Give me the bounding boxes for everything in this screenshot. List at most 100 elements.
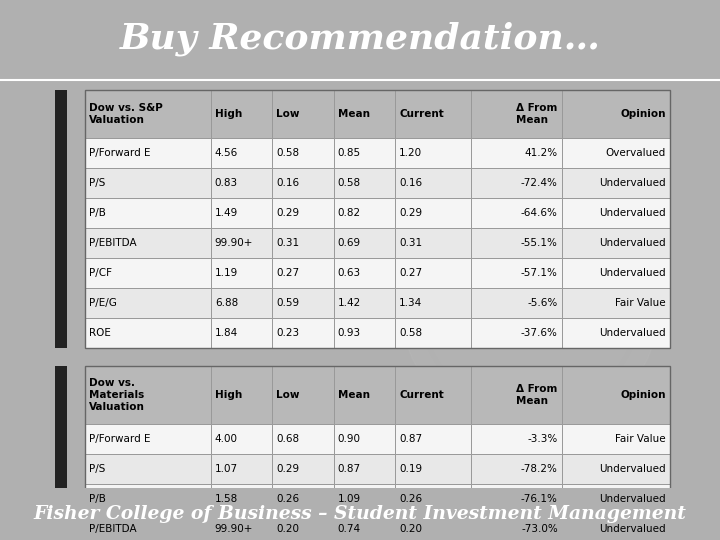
Text: 0.16: 0.16 [399, 178, 422, 188]
Bar [471, 424, 562, 454]
Text: Undervalued: Undervalued [599, 328, 666, 338]
Bar [85, 198, 211, 228]
Bar [471, 90, 562, 138]
Text: -73.0%: -73.0% [521, 524, 558, 534]
Bar [333, 424, 395, 454]
Text: 0.90: 0.90 [338, 434, 361, 444]
Bar [471, 484, 562, 514]
Text: Opinion: Opinion [621, 390, 666, 400]
Text: 1.84: 1.84 [215, 328, 238, 338]
Bar [333, 484, 395, 514]
Text: -37.6%: -37.6% [521, 328, 558, 338]
Text: 0.58: 0.58 [399, 328, 422, 338]
Text: 1.49: 1.49 [215, 208, 238, 218]
Text: Dow vs.
Materials
Valuation: Dow vs. Materials Valuation [89, 377, 145, 413]
Text: Δ From
Mean: Δ From Mean [516, 384, 558, 406]
Bar [211, 454, 272, 484]
Text: Mean: Mean [338, 109, 369, 119]
Bar [395, 288, 471, 318]
Bar [562, 228, 670, 258]
Bar [85, 258, 211, 288]
Text: 0.59: 0.59 [276, 298, 300, 308]
Bar [471, 168, 562, 198]
Text: 0.16: 0.16 [276, 178, 300, 188]
Text: 0.20: 0.20 [276, 524, 300, 534]
Bar [471, 228, 562, 258]
Text: Δ From
Mean: Δ From Mean [516, 103, 558, 125]
Text: -5.6%: -5.6% [528, 298, 558, 308]
Bar [211, 484, 272, 514]
Bar [211, 288, 272, 318]
Bar [85, 424, 211, 454]
Text: 99.90+: 99.90+ [215, 238, 253, 248]
Bar [395, 424, 471, 454]
Text: -57.1%: -57.1% [521, 268, 558, 278]
Bar [85, 366, 211, 424]
Bar [272, 484, 333, 514]
Text: -64.6%: -64.6% [521, 208, 558, 218]
Bar [211, 138, 272, 168]
Bar [333, 228, 395, 258]
Bar [85, 90, 211, 138]
Bar [211, 168, 272, 198]
Bar [562, 424, 670, 454]
Text: 0.69: 0.69 [338, 238, 361, 248]
Text: 0.23: 0.23 [276, 328, 300, 338]
Text: P/EBITDA: P/EBITDA [89, 238, 137, 248]
Bar [211, 318, 272, 348]
Bar [471, 258, 562, 288]
Bar [272, 258, 333, 288]
Text: Fair Value: Fair Value [616, 298, 666, 308]
Text: 1.19: 1.19 [215, 268, 238, 278]
Bar [562, 454, 670, 484]
Bar [562, 90, 670, 138]
Text: 0.27: 0.27 [399, 268, 422, 278]
Bar [395, 258, 471, 288]
Text: P/Forward E: P/Forward E [89, 148, 150, 158]
Bar [272, 90, 333, 138]
Text: 0.31: 0.31 [276, 238, 300, 248]
Bar [85, 366, 670, 540]
Bar [471, 454, 562, 484]
Bar [272, 228, 333, 258]
Bar [562, 288, 670, 318]
Text: 6.88: 6.88 [215, 298, 238, 308]
Text: Current: Current [399, 109, 444, 119]
Bar [211, 514, 272, 540]
Text: Opinion: Opinion [621, 109, 666, 119]
Text: 1.09: 1.09 [338, 494, 361, 504]
Text: 4.56: 4.56 [215, 148, 238, 158]
Text: 0.82: 0.82 [338, 208, 361, 218]
Text: -78.2%: -78.2% [521, 464, 558, 474]
Bar [85, 168, 211, 198]
Text: Undervalued: Undervalued [599, 238, 666, 248]
Text: 0.26: 0.26 [399, 494, 422, 504]
Circle shape [400, 173, 660, 433]
Bar [55, 90, 67, 348]
Bar [211, 90, 272, 138]
Text: Overvalued: Overvalued [606, 148, 666, 158]
Bar [333, 138, 395, 168]
Text: -55.1%: -55.1% [521, 238, 558, 248]
Text: Fisher College of Business – Student Investment Management: Fisher College of Business – Student Inv… [34, 505, 686, 523]
Bar [395, 484, 471, 514]
Text: Undervalued: Undervalued [599, 178, 666, 188]
Bar [85, 318, 211, 348]
Bar [562, 366, 670, 424]
Bar [333, 258, 395, 288]
Bar [85, 288, 211, 318]
Text: Current: Current [399, 390, 444, 400]
Bar [85, 138, 211, 168]
Bar [272, 366, 333, 424]
Text: Low: Low [276, 109, 300, 119]
Bar [471, 198, 562, 228]
Text: 0.29: 0.29 [399, 208, 422, 218]
Bar [395, 454, 471, 484]
Bar [395, 228, 471, 258]
Text: 0.29: 0.29 [276, 464, 300, 474]
Bar [272, 424, 333, 454]
Bar [395, 366, 471, 424]
Text: Undervalued: Undervalued [599, 208, 666, 218]
Text: 1.20: 1.20 [399, 148, 422, 158]
Bar [562, 484, 670, 514]
